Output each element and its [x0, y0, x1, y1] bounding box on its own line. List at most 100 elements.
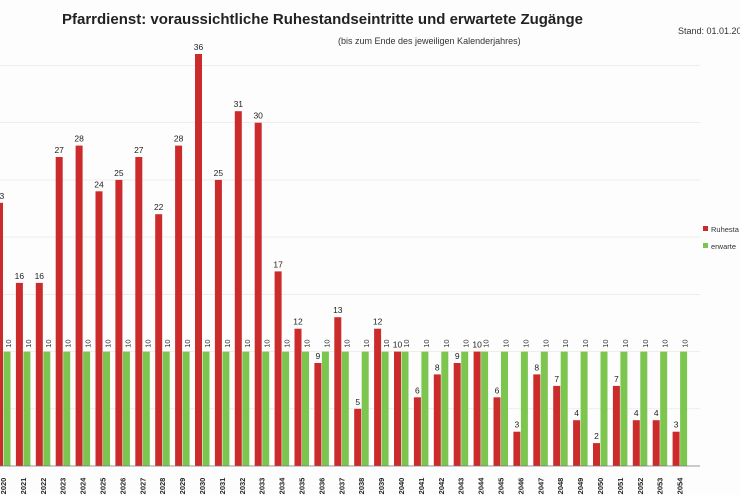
x-tick-label: 2048	[556, 478, 565, 495]
value-label-ruhestand: 4	[574, 408, 579, 418]
bar-erwartet	[381, 351, 389, 466]
value-label-erwartet: 10	[462, 339, 471, 347]
bar-ruhestand	[15, 282, 23, 466]
value-label-ruhestand: 28	[174, 134, 184, 144]
bar-erwartet	[3, 351, 11, 466]
bar-erwartet	[142, 351, 150, 466]
value-label-erwartet: 10	[342, 339, 351, 347]
bar-erwartet	[620, 351, 628, 466]
value-label-ruhestand: 36	[194, 42, 204, 52]
bar-erwartet	[321, 351, 329, 466]
bar-ruhestand	[274, 271, 282, 466]
bar-ruhestand	[95, 191, 103, 467]
bars	[0, 54, 688, 467]
value-label-erwartet: 10	[263, 339, 272, 347]
legend-label-ruhestand: Ruhesta	[711, 225, 740, 234]
x-tick-label: 2021	[19, 478, 28, 495]
value-label-ruhestand: 7	[554, 374, 559, 384]
value-label-erwartet: 10	[561, 339, 570, 347]
bar-erwartet	[43, 351, 51, 466]
value-label-erwartet: 10	[482, 339, 491, 347]
legend-swatch-erwartet	[703, 243, 708, 248]
bar-ruhestand	[632, 420, 640, 466]
bar-ruhestand	[35, 282, 43, 466]
value-label-erwartet: 10	[4, 339, 13, 347]
bar-ruhestand	[493, 397, 501, 466]
bar-ruhestand	[652, 420, 660, 466]
bar-ruhestand	[314, 363, 322, 466]
value-label-erwartet: 10	[402, 339, 411, 347]
x-tick-label: 2051	[616, 478, 625, 495]
bar-ruhestand	[254, 122, 262, 466]
value-label-ruhestand: 24	[94, 179, 104, 189]
bar-erwartet	[23, 351, 31, 466]
value-label-ruhestand: 27	[54, 145, 64, 155]
bar-erwartet	[421, 351, 429, 466]
x-tick-label: 2041	[417, 478, 426, 495]
value-label-ruhestand: 4	[654, 408, 659, 418]
x-tick-label: 2054	[676, 477, 685, 495]
x-tick-label: 2053	[656, 478, 665, 495]
value-label-erwartet: 10	[661, 339, 670, 347]
value-label-ruhestand: 3	[674, 420, 679, 430]
value-label-erwartet: 10	[44, 339, 53, 347]
value-label-erwartet: 10	[84, 339, 93, 347]
bar-ruhestand	[234, 111, 242, 466]
value-label-ruhestand: 12	[293, 317, 303, 327]
bar-erwartet	[302, 351, 309, 466]
bar-erwartet	[282, 351, 290, 466]
bar-ruhestand	[175, 145, 183, 466]
bar-ruhestand	[0, 202, 3, 467]
value-label-ruhestand: 12	[373, 317, 383, 327]
bar-ruhestand	[453, 363, 461, 466]
bar-erwartet	[660, 351, 668, 466]
x-tick-label: 2047	[536, 478, 545, 495]
value-label-ruhestand: 8	[534, 362, 539, 372]
bar-erwartet	[103, 351, 110, 466]
bar-erwartet	[182, 351, 190, 466]
x-tick-label: 2027	[138, 478, 147, 495]
x-tick-label: 2052	[636, 478, 645, 495]
bar-ruhestand	[334, 317, 342, 466]
bar-ruhestand	[394, 351, 401, 466]
bar-ruhestand	[672, 431, 680, 466]
bar-erwartet	[441, 351, 449, 466]
bar-erwartet	[361, 351, 369, 466]
x-tick-label: 2033	[258, 478, 267, 495]
value-label-ruhestand: 22	[154, 202, 164, 212]
x-tick-label: 2042	[437, 478, 446, 495]
bar-ruhestand	[433, 374, 441, 466]
bar-erwartet	[63, 351, 71, 466]
value-label-ruhestand: 25	[214, 168, 224, 178]
bar-erwartet	[501, 351, 508, 466]
value-label-ruhestand: 10	[393, 340, 403, 350]
x-tick-label: 2035	[298, 478, 307, 495]
x-tick-label: 2031	[218, 478, 227, 495]
bar-erwartet	[401, 351, 409, 466]
bar-erwartet	[481, 351, 489, 466]
value-label-ruhestand: 23	[0, 191, 4, 201]
value-label-ruhestand: 17	[273, 259, 283, 269]
bar-erwartet	[222, 351, 230, 466]
bar-ruhestand	[573, 420, 581, 466]
bar-ruhestand	[195, 54, 202, 466]
value-label-ruhestand: 7	[614, 374, 619, 384]
bar-erwartet	[600, 351, 608, 466]
value-label-ruhestand: 10	[472, 340, 482, 350]
x-tick-label: 2038	[357, 478, 366, 495]
value-label-ruhestand: 4	[634, 408, 639, 418]
chart-subtitle: (bis zum Ende des jeweiligen Kalenderjah…	[338, 36, 521, 46]
value-label-ruhestand: 9	[316, 351, 321, 361]
bar-erwartet	[242, 351, 250, 466]
x-tick-label: 2045	[497, 478, 506, 495]
value-label-erwartet: 10	[382, 339, 391, 347]
legend: Ruhesta erwarte	[703, 225, 740, 251]
bar-erwartet	[262, 351, 270, 466]
x-tick-label: 2023	[59, 478, 68, 495]
bar-ruhestand	[612, 385, 620, 466]
value-label-erwartet: 10	[24, 339, 33, 347]
value-label-erwartet: 10	[143, 339, 152, 347]
bar-ruhestand	[513, 431, 521, 466]
x-tick-label: 2050	[596, 478, 605, 495]
